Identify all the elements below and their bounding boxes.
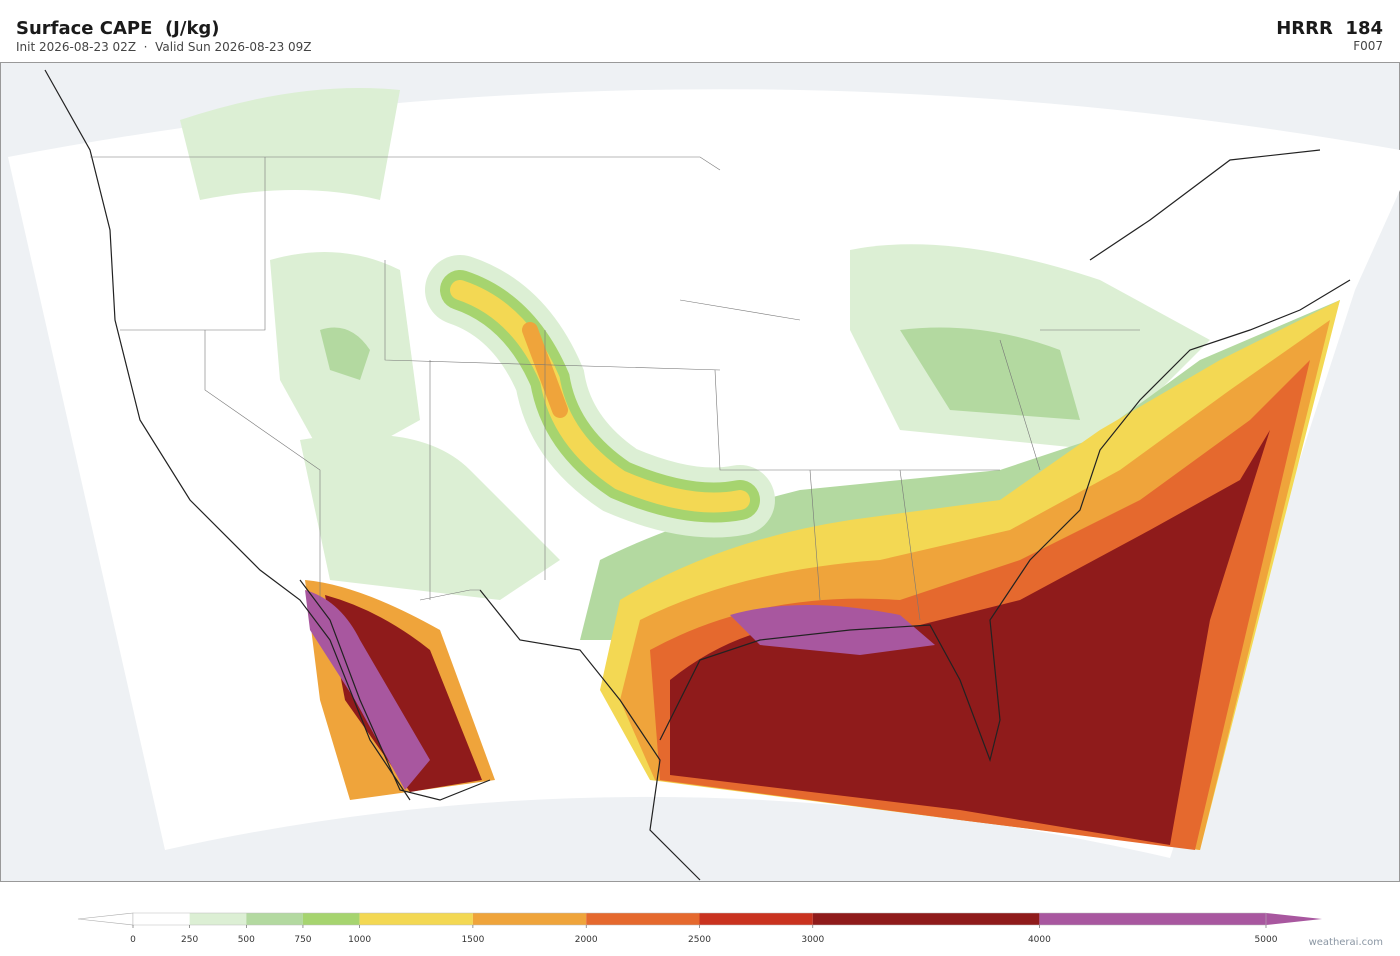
- cape-area: [305, 590, 430, 790]
- colorbar-tick-label: 3000: [801, 935, 824, 945]
- title: Surface CAPE (J/kg): [16, 18, 220, 39]
- colorbar-tick-label: 500: [238, 935, 255, 945]
- colorbar-tick-label: 1000: [348, 935, 371, 945]
- colorbar-extend-high: [1266, 913, 1322, 925]
- colorbar-tick-label: 750: [294, 935, 311, 945]
- colorbar-band: [472, 913, 587, 925]
- colorbar-band: [302, 913, 360, 925]
- cape-band: [450, 280, 750, 513]
- cape-area: [320, 327, 370, 380]
- colorbar-tick-label: 5000: [1255, 935, 1278, 945]
- subtitle: Init 2026-08-23 02Z · Valid Sun 2026-08-…: [16, 40, 312, 54]
- colorbar-tick-label: 250: [181, 935, 198, 945]
- colorbar-tick-label: 0: [130, 935, 136, 945]
- colorbar-band: [133, 913, 190, 925]
- cape-area: [730, 605, 935, 655]
- model-label: HRRR 184: [1276, 18, 1383, 39]
- colorbar: 0 250 500 750 1000 1500 2000 2500 3000 4000 5000: [77, 912, 1322, 945]
- colorbar-band: [359, 913, 473, 925]
- borders: [90, 156, 1140, 621]
- cape-area: [900, 327, 1080, 420]
- colorbar-band: [1039, 913, 1266, 925]
- credit: weatherai.com: [1309, 937, 1383, 948]
- cape-area: [180, 88, 400, 200]
- colorbar-band: [812, 913, 1040, 925]
- colorbar-band: [246, 913, 303, 925]
- colorbar-tick-label: 2000: [575, 935, 598, 945]
- cape-area: [670, 430, 1270, 845]
- forecast-hour: F007: [1353, 39, 1383, 53]
- colorbar-tick-label: 2500: [688, 935, 711, 945]
- colorbar-band: [699, 913, 813, 925]
- colorbar-band: [586, 913, 700, 925]
- colorbar-tick-label: 4000: [1028, 935, 1051, 945]
- colorbar-tick-label: 1500: [461, 935, 484, 945]
- coastlines: [44, 69, 1351, 881]
- cape-area: [325, 595, 482, 792]
- colorbar-extend-low: [77, 912, 134, 926]
- colorbar-band: [189, 913, 247, 925]
